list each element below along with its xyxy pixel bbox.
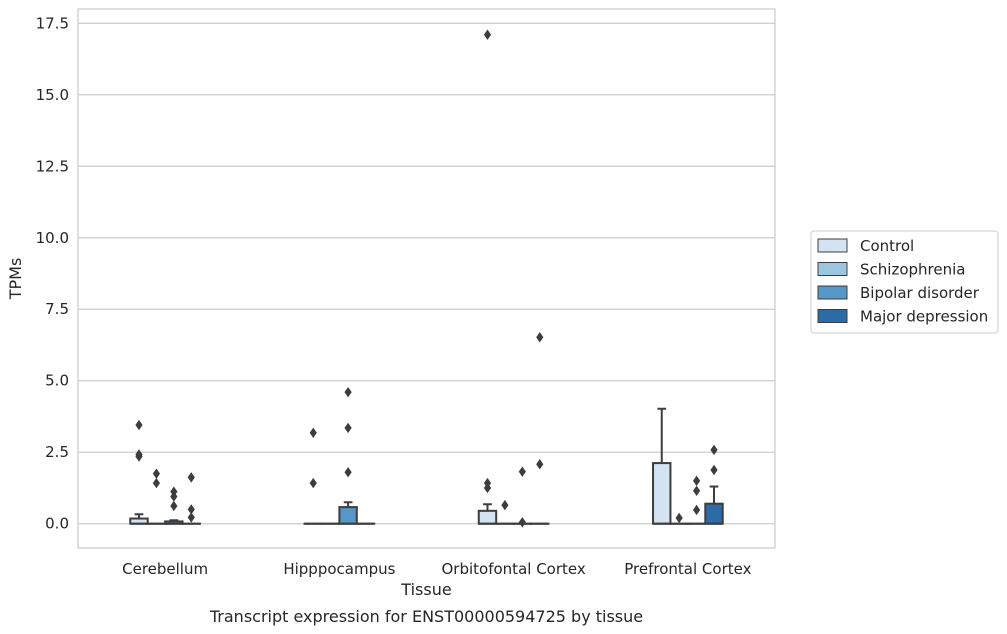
box xyxy=(530,332,550,525)
outlier-point xyxy=(501,499,509,511)
x-axis-ticks: Cerebellum Hipppocampus Orbitofontal Corte… xyxy=(122,560,751,578)
series-control xyxy=(129,29,672,525)
legend-item: Bipolar disorder xyxy=(817,284,980,302)
y-tick-label: 10.0 xyxy=(36,229,69,247)
outlier-point xyxy=(518,517,526,528)
y-tick-label: 15.0 xyxy=(36,86,69,104)
outlier-point xyxy=(536,459,544,470)
outlier-point xyxy=(710,444,718,456)
grid-lines xyxy=(78,22,775,525)
outlier-point xyxy=(135,419,143,431)
legend-label: Major depression xyxy=(860,308,988,326)
x-tick-label: Prefrontal Cortex xyxy=(624,560,751,578)
outlier-point xyxy=(309,427,317,438)
x-tick-label: Cerebellum xyxy=(122,560,208,578)
outlier-point xyxy=(170,491,178,502)
outlier-point xyxy=(187,472,195,483)
y-tick-label: 2.5 xyxy=(45,443,69,461)
box-body xyxy=(652,462,672,525)
outlier-point xyxy=(187,512,195,523)
box xyxy=(686,475,707,525)
outlier-point xyxy=(710,464,718,476)
box xyxy=(129,419,149,525)
outlier-point xyxy=(518,466,526,477)
y-axis-label: TPMs xyxy=(6,258,25,301)
legend-item: Control xyxy=(817,237,914,255)
outlier-point xyxy=(344,422,352,434)
y-tick-label: 5.0 xyxy=(45,372,69,390)
outlier-point xyxy=(483,482,492,494)
box xyxy=(181,472,201,525)
outlier-point xyxy=(187,504,195,515)
box-body xyxy=(477,509,498,525)
y-tick-label: 0.0 xyxy=(45,515,69,533)
chart-caption: Transcript expression for ENST0000059472… xyxy=(209,607,643,626)
legend-item: Major depression xyxy=(817,308,988,326)
box xyxy=(512,466,533,528)
outlier-point xyxy=(344,386,352,398)
outlier-point xyxy=(170,500,178,512)
outlier-point xyxy=(135,451,143,462)
box-series xyxy=(129,29,724,528)
outlier-point xyxy=(309,477,317,489)
box-body xyxy=(338,506,358,525)
box xyxy=(669,512,689,525)
x-tick-label: Hipppocampus xyxy=(283,560,395,578)
box xyxy=(704,444,724,525)
outlier-point xyxy=(152,468,161,479)
x-axis-label: Tissue xyxy=(400,580,451,599)
outlier-point xyxy=(344,467,352,478)
legend-item: Schizophrenia xyxy=(817,261,965,279)
outlier-point xyxy=(483,29,492,40)
legend-swatch xyxy=(817,262,848,276)
x-tick-label: Orbitofontal Cortex xyxy=(442,560,586,578)
box xyxy=(495,499,515,525)
box xyxy=(338,386,358,525)
legend-label: Bipolar disorder xyxy=(860,284,980,302)
legend: Control Schizophrenia Bipolar disorder Majo… xyxy=(810,230,999,334)
outlier-point xyxy=(152,477,161,489)
series-bipolar-disorder xyxy=(164,386,707,528)
outlier-point xyxy=(536,332,544,343)
box-body xyxy=(704,502,724,525)
box xyxy=(164,486,184,525)
y-axis-ticks: 0.0 2.5 5.0 7.5 10.0 12.5 15.0 17.5 xyxy=(36,14,69,532)
y-tick-label: 7.5 xyxy=(45,300,69,318)
outlier-point xyxy=(692,475,701,487)
legend-swatch xyxy=(817,285,848,300)
plot-area-frame xyxy=(77,8,776,549)
series-major-depression xyxy=(181,332,724,525)
legend-swatch xyxy=(817,309,848,323)
y-tick-label: 12.5 xyxy=(36,157,69,175)
legend-label: Schizophrenia xyxy=(860,261,965,279)
legend-label: Control xyxy=(860,237,914,255)
legend-swatch xyxy=(817,238,848,253)
outlier-point xyxy=(692,504,701,516)
outlier-point xyxy=(675,512,683,524)
box xyxy=(652,407,672,525)
box xyxy=(477,29,498,525)
box xyxy=(146,468,167,525)
series-schizophrenia xyxy=(146,468,689,525)
box xyxy=(303,427,323,525)
legend-frame xyxy=(810,230,999,334)
y-tick-label: 17.5 xyxy=(36,14,69,32)
outlier-point xyxy=(692,485,701,497)
